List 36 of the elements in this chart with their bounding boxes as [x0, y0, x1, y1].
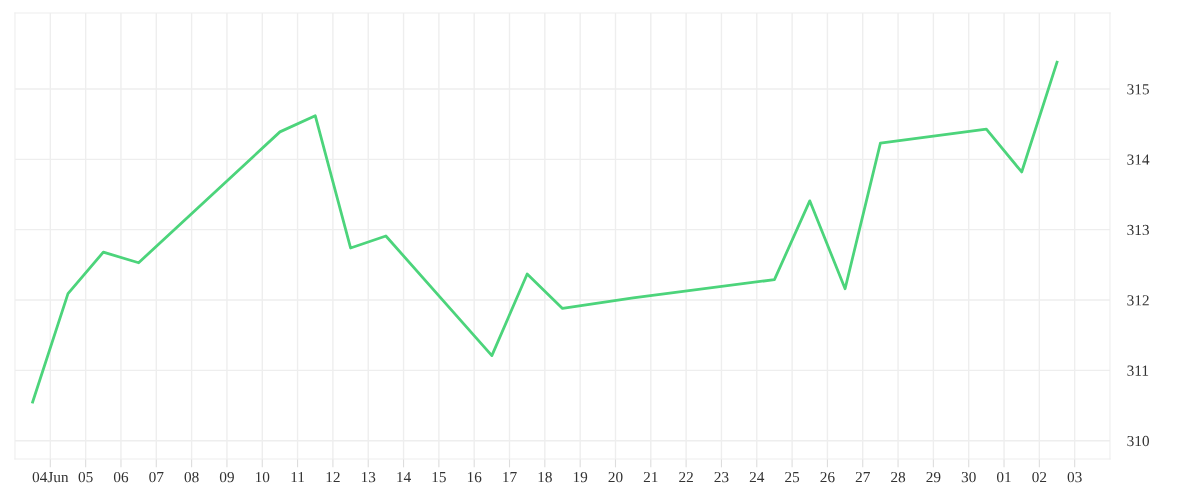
x-tick-label: 25 [785, 471, 800, 483]
x-tick-label: 27 [855, 471, 870, 483]
x-tick-label: 11 [291, 472, 305, 483]
x-tick-label: 04Jun [32, 471, 69, 483]
x-tick-label: 21 [643, 471, 658, 483]
x-tick-label: 01 [996, 471, 1011, 483]
x-tick-label: 28 [891, 471, 906, 483]
x-tick-label: 24 [749, 471, 765, 483]
x-tick-label: 23 [714, 471, 729, 483]
x-tick-label: 09 [219, 471, 234, 483]
x-tick-label: 06 [113, 471, 129, 483]
x-tick-label: 14 [397, 472, 411, 483]
x-tick-label: 26 [820, 471, 835, 483]
x-tick-label: 02 [1032, 471, 1047, 483]
y-tick-label: 312 [1127, 295, 1149, 306]
x-tick-label: 18 [538, 471, 552, 483]
x-tick-label: 08 [184, 471, 199, 483]
x-tick-label: 17 [503, 472, 517, 483]
x-tick-label: 12 [326, 471, 340, 483]
x-tick-label: 20 [608, 471, 623, 483]
y-tick-label: 313 [1127, 224, 1149, 236]
x-tick-label: 10 [255, 471, 270, 483]
x-tick-label: 15 [432, 472, 446, 483]
y-tick-label: 310 [1127, 435, 1149, 447]
x-tick-label: 07 [149, 471, 164, 483]
x-tick-label: 19 [573, 471, 588, 483]
x-tick-label: 22 [679, 471, 693, 483]
x-tick-label: 03 [1067, 471, 1082, 483]
x-tick-label: 29 [926, 471, 941, 483]
y-tick-label: 311 [1127, 365, 1149, 376]
x-tick-label: 16 [467, 471, 482, 483]
x-tick-label: 30 [961, 471, 976, 483]
y-tick-label: 315 [1127, 84, 1149, 95]
x-tick-label: 05 [78, 471, 93, 483]
y-tick-label: 314 [1127, 154, 1150, 165]
x-tick-label: 13 [361, 471, 376, 483]
